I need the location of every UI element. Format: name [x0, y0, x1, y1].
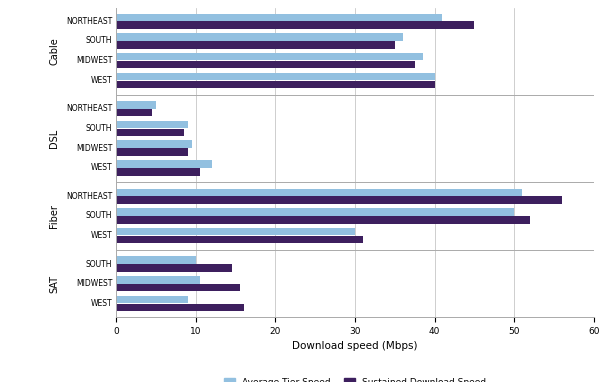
Bar — [116, 168, 200, 176]
Bar — [116, 284, 240, 291]
Bar — [116, 236, 363, 243]
Bar — [116, 296, 188, 303]
Bar — [116, 264, 231, 272]
Bar — [116, 256, 196, 264]
Bar — [116, 121, 188, 128]
Text: WEST: WEST — [91, 163, 113, 172]
Bar — [116, 73, 435, 80]
Text: MIDWEST: MIDWEST — [76, 279, 113, 288]
Text: MIDWEST: MIDWEST — [76, 144, 113, 153]
Text: DSL: DSL — [49, 129, 59, 148]
Bar — [116, 41, 395, 49]
Bar — [116, 276, 200, 283]
Text: SOUTH: SOUTH — [86, 124, 113, 133]
Bar — [116, 216, 530, 224]
Bar — [116, 304, 244, 311]
Bar — [116, 228, 355, 235]
X-axis label: Download speed (Mbps): Download speed (Mbps) — [292, 342, 418, 351]
Text: NORTHEAST: NORTHEAST — [66, 192, 113, 201]
Bar — [116, 109, 152, 117]
Text: SOUTH: SOUTH — [86, 36, 113, 45]
Text: NORTHEAST: NORTHEAST — [66, 104, 113, 113]
Bar — [116, 53, 422, 60]
Bar — [116, 33, 403, 41]
Text: Fiber: Fiber — [49, 204, 59, 228]
Bar — [116, 21, 474, 29]
Bar — [116, 148, 188, 156]
Text: MIDWEST: MIDWEST — [76, 56, 113, 65]
Legend: Average Tier Speed, Sustained Download Speed: Average Tier Speed, Sustained Download S… — [220, 374, 490, 382]
Bar — [116, 141, 192, 148]
Bar — [116, 208, 514, 216]
Text: SOUTH: SOUTH — [86, 259, 113, 269]
Bar — [116, 61, 415, 68]
Bar — [116, 160, 212, 168]
Text: WEST: WEST — [91, 299, 113, 308]
Bar — [116, 101, 156, 108]
Text: NORTHEAST: NORTHEAST — [66, 17, 113, 26]
Text: SAT: SAT — [49, 275, 59, 293]
Text: SOUTH: SOUTH — [86, 212, 113, 220]
Bar — [116, 81, 435, 88]
Bar — [116, 196, 562, 204]
Text: Cable: Cable — [49, 37, 59, 65]
Bar — [116, 188, 522, 196]
Text: WEST: WEST — [91, 76, 113, 85]
Text: WEST: WEST — [91, 231, 113, 240]
Bar — [116, 129, 184, 136]
Bar — [116, 13, 442, 21]
